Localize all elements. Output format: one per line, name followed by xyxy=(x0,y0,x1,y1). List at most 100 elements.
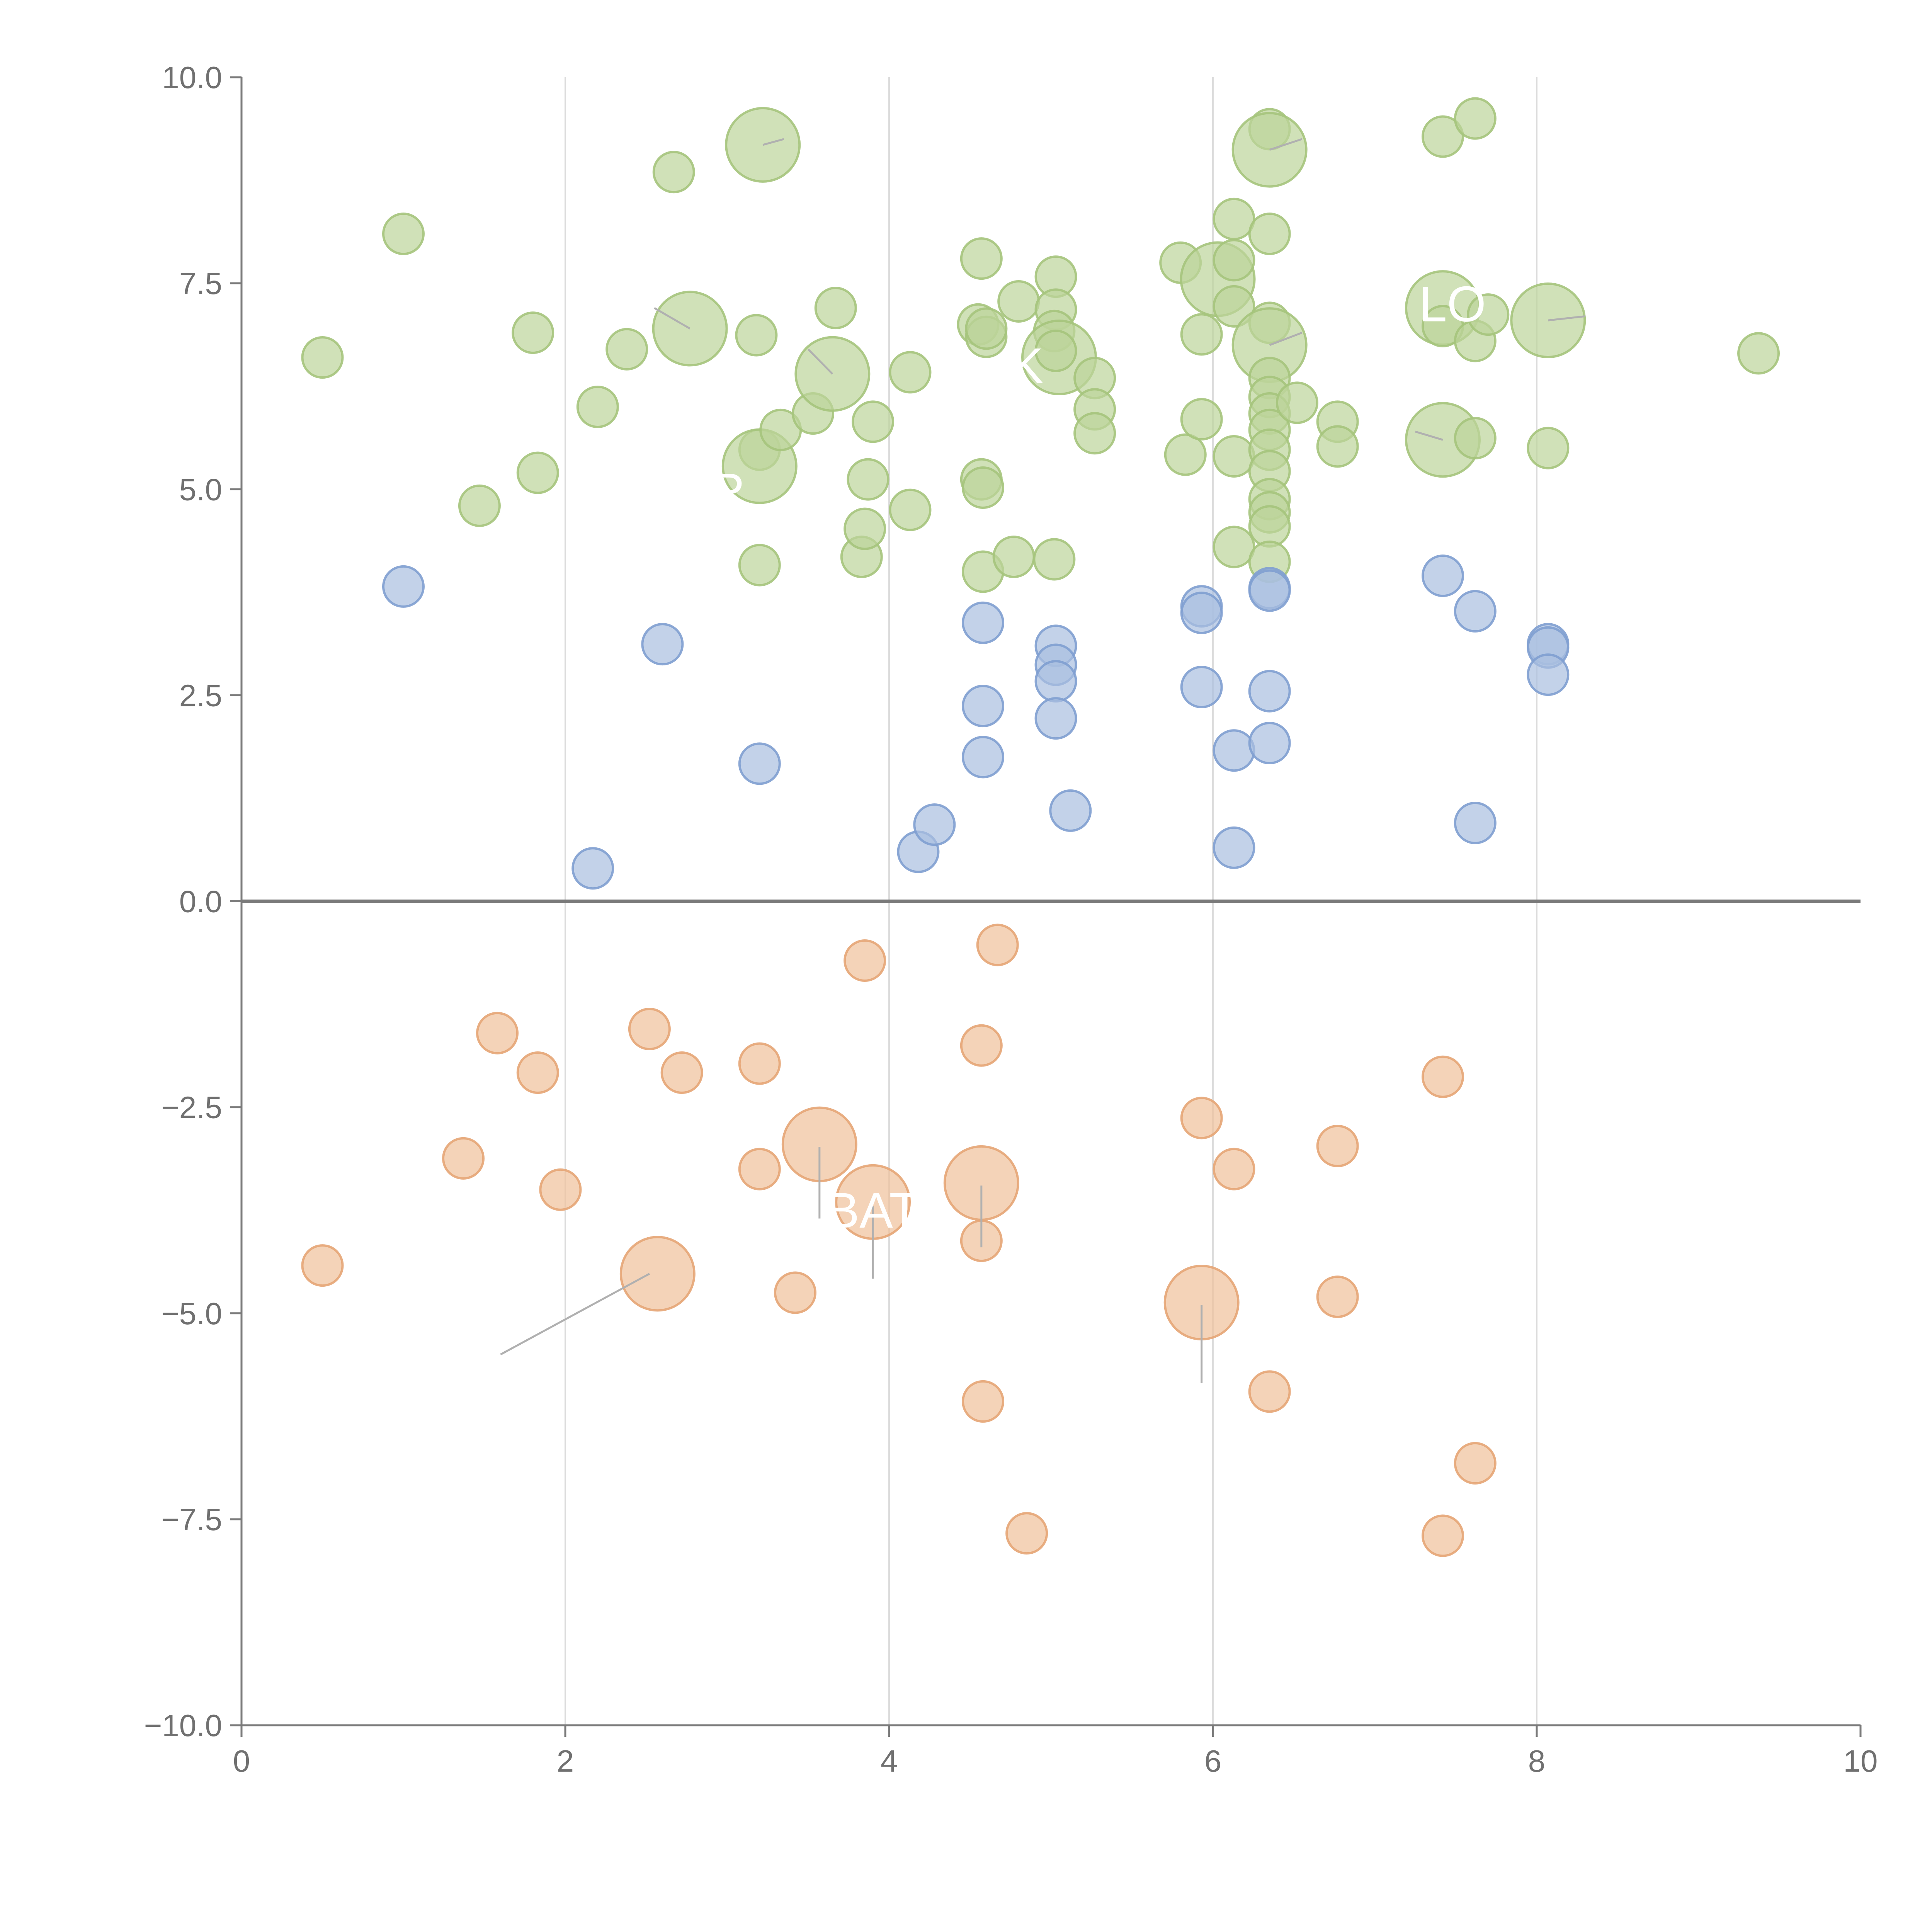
green-bubble xyxy=(844,507,886,550)
orange-bubble xyxy=(976,923,1019,966)
green-bubble xyxy=(1527,427,1570,469)
green-bubble xyxy=(962,466,1005,509)
y-tick-label: −5.0 xyxy=(161,1296,222,1331)
blue-bubble xyxy=(962,736,1005,779)
y-tick-label: 7.5 xyxy=(179,266,222,301)
green-bubble xyxy=(1033,538,1076,581)
bubble-label: LO xyxy=(1419,276,1486,332)
green-bubble xyxy=(1454,417,1497,460)
y-tick-label: 5.0 xyxy=(179,472,222,507)
bubble-label: BAT xyxy=(826,1182,920,1238)
green-bubble xyxy=(1180,398,1223,440)
blue-bubble xyxy=(1527,653,1570,696)
blue-bubble xyxy=(571,847,614,890)
orange-bubble xyxy=(539,1168,582,1211)
orange-bubble xyxy=(960,1024,1003,1067)
green-bubble xyxy=(965,307,1008,350)
x-tick-label: 0 xyxy=(233,1744,250,1778)
orange-bubble xyxy=(442,1137,485,1180)
x-tick-label: 10 xyxy=(1844,1744,1878,1778)
green-bubble xyxy=(1213,285,1255,328)
green-bubble xyxy=(889,351,932,394)
blue-bubble xyxy=(641,623,684,666)
axes-layer: 10.0 7.5 5.0 2.5 0.0 −2.5 −5.0 −7.5 −10.0 0 2 4 6 8 10 xyxy=(144,60,1878,1778)
green-bubble xyxy=(1276,381,1318,424)
green-bubble xyxy=(652,151,695,194)
green-bubble xyxy=(512,311,554,354)
orange-bubble xyxy=(1421,1514,1464,1557)
leader-layer xyxy=(500,138,1585,1384)
y-tick-label: −7.5 xyxy=(161,1502,222,1537)
green-bubble xyxy=(1421,115,1464,158)
green-bubble xyxy=(1737,332,1780,375)
green-bubble xyxy=(997,280,1040,323)
bubble-label: K xyxy=(1010,337,1044,394)
orange-bubble xyxy=(738,1148,781,1190)
blue-bubble xyxy=(1180,666,1223,709)
orange-bubble xyxy=(516,1051,559,1094)
green-bubble xyxy=(458,484,501,527)
orange-bubble xyxy=(1454,1442,1497,1485)
green-bubble xyxy=(1248,505,1291,548)
blue-bubble xyxy=(962,601,1005,644)
y-tick-label: 2.5 xyxy=(179,678,222,713)
green-bubble xyxy=(1248,213,1291,255)
orange-bubble xyxy=(962,1380,1005,1423)
green-bubble xyxy=(516,451,559,494)
blue-bubble xyxy=(1213,826,1255,869)
green-bubble xyxy=(1180,313,1223,356)
blue-bubble xyxy=(1213,729,1255,772)
blue-bubble xyxy=(1034,697,1077,740)
orange-bubble xyxy=(1316,1276,1359,1318)
green-bubble xyxy=(1467,293,1510,336)
blue-bubble xyxy=(1049,789,1092,832)
green-bubble xyxy=(960,237,1003,280)
green-bubble xyxy=(1213,526,1255,568)
orange-bubble xyxy=(1005,1512,1048,1555)
blue-bubble xyxy=(962,685,1005,728)
orange-bubble xyxy=(476,1012,519,1054)
orange-bubble xyxy=(1421,1055,1464,1098)
blue-bubble xyxy=(1180,592,1223,634)
blue-bubble xyxy=(1454,801,1497,844)
label-leader-line xyxy=(807,348,833,375)
green-bubble xyxy=(814,287,857,330)
blue-bubble xyxy=(1421,554,1464,597)
label-leader-line xyxy=(654,307,690,330)
green-bubble xyxy=(382,213,425,255)
label-leader-line xyxy=(1269,332,1303,346)
x-tick-label: 4 xyxy=(881,1744,898,1778)
y-tick-label: 10.0 xyxy=(162,60,222,95)
blue-bubble xyxy=(1248,569,1291,612)
bubble-label: R xyxy=(709,463,745,519)
blue-bubble xyxy=(382,565,425,608)
green-bubble xyxy=(1454,97,1497,140)
orange-bubble xyxy=(1213,1148,1255,1190)
label-layer: R K LO BAT xyxy=(709,276,1486,1238)
green-bubble xyxy=(1073,412,1116,455)
green-bubble xyxy=(576,386,619,428)
y-tick-label: 0.0 xyxy=(179,884,222,919)
blue-bubble xyxy=(738,742,781,785)
green-bubble xyxy=(847,458,889,501)
blue-bubble xyxy=(1248,722,1291,765)
green-bubble xyxy=(852,400,895,443)
green-bubble xyxy=(1034,329,1077,372)
blue-bubble xyxy=(1248,670,1291,713)
x-tick-label: 6 xyxy=(1204,1744,1222,1778)
label-leader-line xyxy=(500,1273,650,1355)
x-tick-label: 8 xyxy=(1528,1744,1546,1778)
orange-bubble xyxy=(1316,1124,1359,1167)
green-bubble xyxy=(1213,197,1255,240)
green-bubble xyxy=(992,536,1035,578)
green-bubble xyxy=(605,328,648,371)
green-bubble xyxy=(889,488,932,531)
orange-bubble xyxy=(619,1236,696,1312)
blue-bubble xyxy=(1034,660,1077,703)
green-bubble xyxy=(1164,433,1207,476)
green-bubble xyxy=(301,336,344,379)
blue-bubble xyxy=(913,803,956,846)
